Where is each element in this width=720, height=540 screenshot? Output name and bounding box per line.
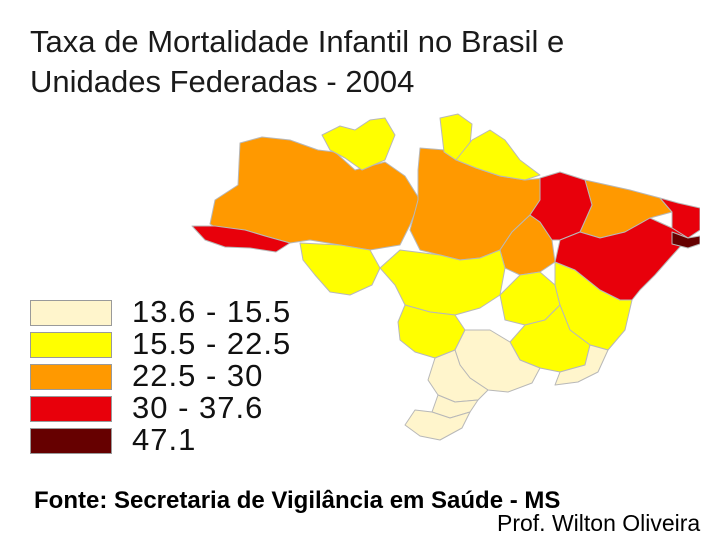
legend-swatch [30, 364, 112, 390]
author-credit: Prof. Wilton Oliveira [497, 510, 701, 536]
legend-swatch [30, 396, 112, 422]
source-note: Fonte: Secretaria de Vigilância em Saúde… [34, 487, 561, 514]
state-mato-grosso [379, 249, 506, 316]
legend-swatch [30, 428, 112, 454]
state-parana [427, 349, 489, 403]
state-rio-espirito-santo [554, 344, 609, 386]
state-rondonia [299, 242, 381, 296]
state-rio-grande-do-sul [404, 409, 471, 441]
legend-item: 15.5 - 22.5 [30, 326, 340, 361]
state-roraima [321, 117, 396, 171]
title-line-1: Taxa de Mortalidade Infantil no Brasil e [30, 24, 565, 59]
legend-label: 13.6 - 15.5 [132, 294, 292, 329]
legend-label: 47.1 [132, 422, 197, 457]
state-alagoas [671, 231, 700, 249]
legend-item: 47.1 [30, 422, 340, 457]
state-acre [191, 225, 291, 253]
legend-item: 13.6 - 15.5 [30, 294, 340, 329]
legend-label: 30 - 37.6 [132, 390, 264, 425]
brazil-map [191, 113, 700, 441]
legend-swatch [30, 332, 112, 358]
legend-label: 15.5 - 22.5 [132, 326, 292, 361]
legend-item: 22.5 - 30 [30, 358, 340, 393]
state-nordeste-central [554, 217, 689, 301]
title-line-2: Unidades Federadas - 2004 [30, 64, 415, 99]
legend-swatch [30, 300, 112, 326]
state-para-north [455, 129, 541, 181]
page-title: Taxa de Mortalidade Infantil no Brasil e… [30, 22, 700, 102]
legend-item: 30 - 37.6 [30, 390, 340, 425]
legend-label: 22.5 - 30 [132, 358, 264, 393]
state-ceara [659, 197, 700, 239]
